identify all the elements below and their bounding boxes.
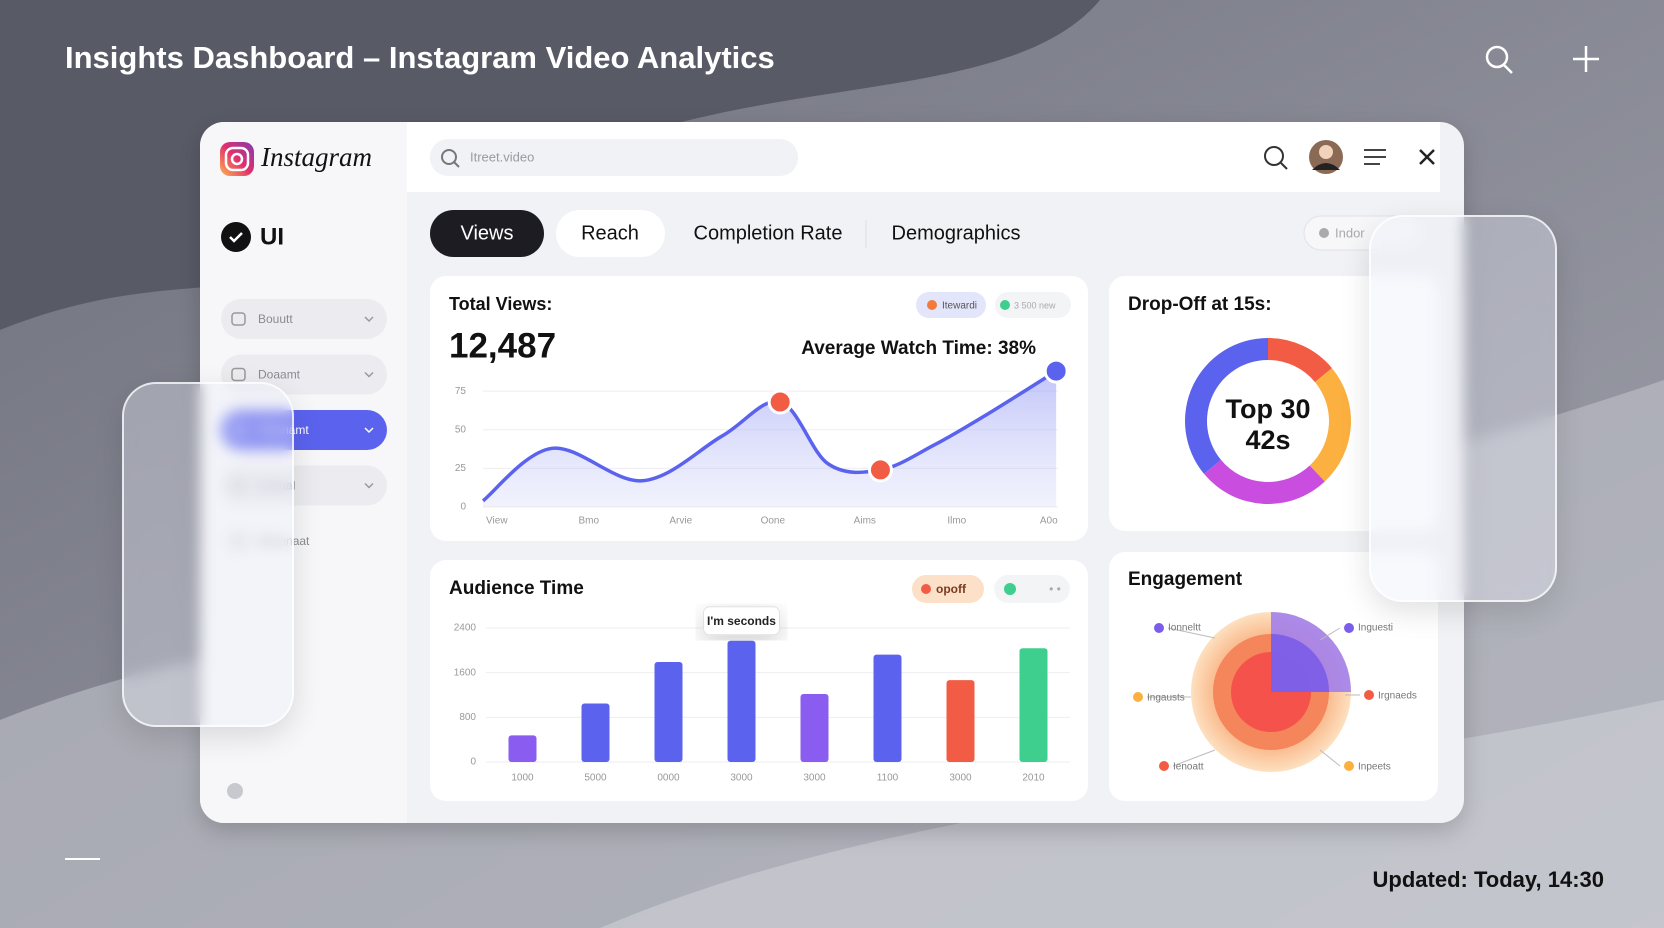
updated-label: Updated: Today, 14:30 — [1373, 867, 1604, 892]
close-icon[interactable] — [1419, 149, 1435, 165]
legend-label: Itewardi — [942, 301, 977, 312]
search-icon[interactable] — [1264, 146, 1284, 166]
x-tick-label: 3000 — [730, 773, 753, 784]
search-placeholder: Itreet.video — [470, 149, 534, 164]
x-tick-label: 3000 — [949, 773, 972, 784]
bar — [800, 693, 829, 762]
chevron — [364, 371, 374, 378]
tab-label: Views — [461, 222, 514, 244]
glass-panel — [122, 382, 294, 727]
settings-dot[interactable] — [227, 783, 243, 799]
x-tick-label: A0o — [1040, 516, 1058, 527]
menu-icon[interactable] — [1364, 149, 1386, 165]
legend-label: opoff — [936, 582, 967, 596]
tooltip — [703, 606, 780, 636]
bar — [727, 640, 756, 762]
legend-chip[interactable] — [995, 292, 1071, 318]
card-title: Drop-Off at 15s: — [1128, 294, 1272, 315]
x-tick-label: Arvie — [669, 516, 692, 527]
x-tick-label: Ilmo — [947, 516, 966, 527]
workspace-icon — [221, 222, 251, 252]
x-tick-label: 1100 — [877, 773, 899, 784]
x-tick-label: Oone — [761, 516, 786, 527]
bar — [873, 654, 902, 762]
bar — [581, 703, 610, 762]
bar — [654, 662, 683, 762]
tab[interactable] — [556, 210, 665, 257]
filter-label: Indor — [1335, 225, 1365, 240]
line-marker — [867, 457, 893, 483]
tab-label[interactable]: Completion Rate — [694, 222, 843, 244]
glass-panel — [1369, 215, 1557, 602]
sidebar-item[interactable] — [221, 299, 387, 339]
legend-chip[interactable] — [994, 575, 1070, 603]
sidebar-icon — [231, 312, 246, 326]
donut-segment — [1309, 368, 1351, 482]
tab-label[interactable]: Demographics — [892, 222, 1021, 244]
engagement-label: Inguesti — [1358, 623, 1393, 634]
chevron — [364, 316, 374, 323]
page-title: Insights Dashboard – Instagram Video Ana… — [65, 40, 775, 75]
x-tick-label: View — [486, 516, 508, 527]
legend-label: 3 500 new — [1014, 300, 1056, 310]
card-title: Total Views: — [449, 294, 552, 314]
line-area — [483, 371, 1057, 507]
more-icon[interactable]: • • — [1049, 582, 1061, 596]
legend-chip[interactable] — [916, 292, 986, 318]
bar — [946, 680, 975, 762]
x-tick-label: Bmo — [579, 516, 600, 527]
x-tick-label: 1000 — [511, 773, 534, 784]
card-title: Audience Time — [449, 578, 584, 599]
sidebar-icon — [231, 367, 246, 382]
donut-segment — [1268, 338, 1332, 383]
donut-segment — [1204, 459, 1325, 504]
line-marker — [1043, 358, 1069, 384]
avg-watch: Average Watch Time: 38% — [801, 338, 1036, 359]
tooltip-label: I'm seconds — [707, 614, 776, 628]
y-tick-label: 1600 — [454, 667, 477, 678]
sidebar-label: Bouutt — [258, 312, 293, 326]
sidebar-label: Doaamt — [258, 368, 301, 382]
y-tick-label: 25 — [455, 463, 467, 474]
engagement-label: Ionneltt — [1168, 623, 1201, 634]
search-box[interactable] — [430, 139, 798, 176]
x-tick-label: 2010 — [1022, 773, 1045, 784]
y-tick-label: 800 — [459, 712, 476, 723]
engagement-label: Ienoatt — [1173, 762, 1204, 773]
donut-segment — [1185, 338, 1268, 474]
card-title: Engagement — [1128, 569, 1243, 590]
workspace-name: UI — [260, 223, 284, 250]
x-tick-label: 5000 — [584, 773, 607, 784]
engagement-label: Ingausts — [1147, 693, 1185, 704]
search-icon[interactable] — [1485, 45, 1509, 69]
y-tick-label: 0 — [460, 502, 466, 513]
x-tick-label: Aims — [854, 516, 876, 527]
y-tick-label: 75 — [455, 386, 467, 397]
total-views: 12,487 — [449, 326, 556, 365]
engagement-label: Inpeets — [1358, 762, 1391, 773]
y-tick-label: 0 — [470, 757, 476, 768]
tab-active[interactable] — [430, 210, 544, 257]
bar — [1019, 648, 1048, 762]
legend-chip[interactable] — [912, 575, 984, 603]
donut-center: 42s — [1245, 425, 1290, 455]
engagement-label: Irgnaeds — [1378, 691, 1417, 702]
tab-label: Reach — [581, 222, 639, 244]
y-tick-label: 2400 — [454, 623, 477, 634]
chevron — [364, 482, 374, 489]
line-marker — [767, 389, 793, 415]
x-tick-label: 0000 — [657, 773, 680, 784]
bar — [508, 735, 537, 762]
chevron — [364, 427, 374, 434]
header-icons — [1485, 45, 1599, 74]
dropoff-card — [1109, 276, 1438, 531]
x-tick-label: 3000 — [803, 773, 826, 784]
brand-name: Instagram — [260, 142, 372, 172]
y-tick-label: 50 — [455, 424, 467, 435]
engagement-chart — [1133, 612, 1374, 772]
donut-center: Top 30 — [1225, 394, 1310, 424]
